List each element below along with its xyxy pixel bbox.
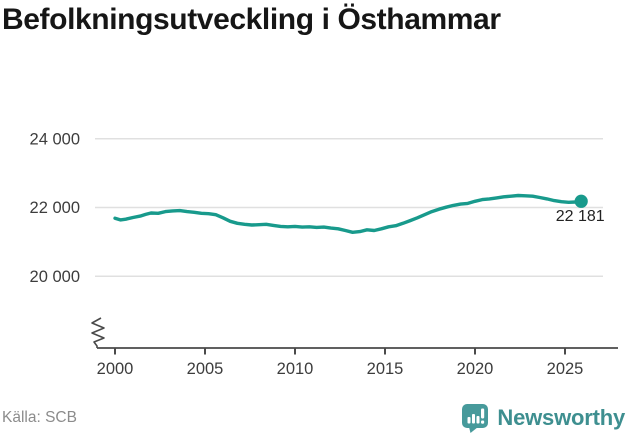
axis-break-icon — [91, 317, 105, 348]
chart-title: Befolkningsutveckling i Östhammar — [2, 3, 501, 36]
x-axis-group: 2000 2005 2010 2015 2020 2025 — [91, 317, 618, 378]
newsworthy-bar-chart-bubble-icon — [462, 404, 489, 433]
y-tick-label: 24 000 — [30, 130, 80, 148]
annotation-group: 22 181 — [556, 194, 605, 225]
x-tick-label: 2000 — [97, 360, 134, 378]
x-tick-label: 2020 — [457, 360, 494, 378]
y-tick-label: 22 000 — [30, 199, 80, 217]
y-tick-label: 20 000 — [30, 268, 80, 286]
newsworthy-wordmark: Newsworthy — [497, 405, 625, 430]
x-tick-label: 2005 — [187, 360, 224, 378]
newsworthy-logo-link[interactable]: Newsworthy — [461, 403, 625, 433]
y-axis-labels-group: 20 000 22 000 24 000 — [30, 130, 80, 286]
footer: Källa: SCB Newsworthy — [0, 403, 631, 433]
source-label: Källa: SCB — [2, 409, 77, 426]
x-tick-label: 2010 — [277, 360, 314, 378]
x-tick-label: 2025 — [547, 360, 584, 378]
population-line — [113, 193, 583, 234]
end-point-dot — [574, 194, 588, 208]
x-tick-label: 2015 — [367, 360, 404, 378]
gridlines-group — [95, 137, 603, 278]
end-point-value-label: 22 181 — [556, 208, 605, 225]
series-group — [113, 193, 583, 234]
